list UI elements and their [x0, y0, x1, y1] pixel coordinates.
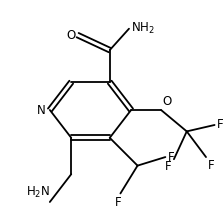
Text: F: F [208, 159, 215, 172]
Text: F: F [165, 160, 172, 173]
Text: NH$_2$: NH$_2$ [131, 21, 155, 36]
Text: O: O [162, 95, 171, 108]
Text: F: F [168, 150, 174, 163]
Text: N: N [37, 103, 45, 117]
Text: F: F [115, 196, 122, 209]
Text: O: O [66, 29, 75, 42]
Text: H$_2$N: H$_2$N [26, 185, 50, 200]
Text: F: F [217, 119, 223, 132]
